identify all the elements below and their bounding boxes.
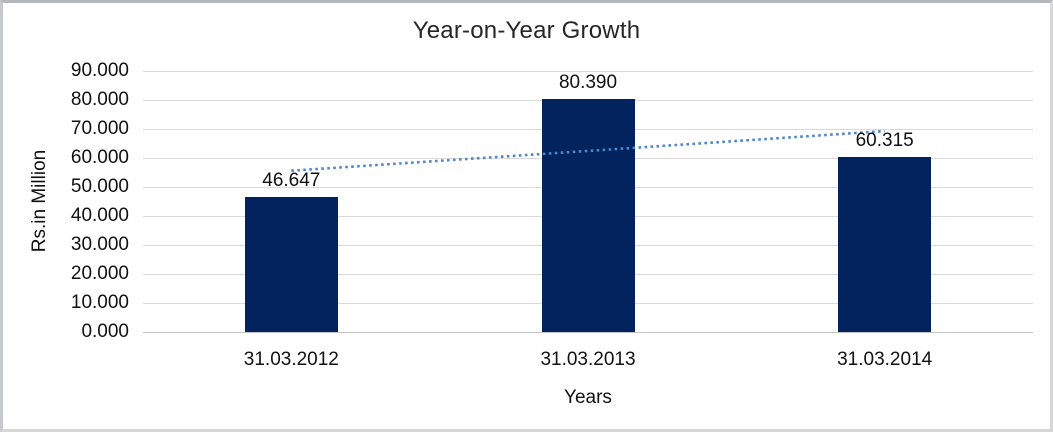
- y-tick-label: 10.000: [70, 292, 129, 313]
- y-tick-label: 0.000: [81, 321, 129, 342]
- x-category-label: 31.03.2014: [837, 349, 933, 370]
- bar-value-label: 80.390: [558, 71, 618, 93]
- y-tick-label: 60.000: [70, 147, 129, 168]
- bar-value-label: 60.315: [855, 130, 914, 152]
- x-axis-title: Years: [564, 387, 612, 408]
- bar: [838, 157, 932, 332]
- x-axis-line: [143, 332, 1033, 333]
- bar-value-label: 46.647: [262, 169, 321, 191]
- y-tick-label: 30.000: [70, 234, 129, 255]
- chart-title: Year-on-Year Growth: [412, 17, 641, 44]
- y-tick-label: 90.000: [70, 60, 129, 81]
- x-category-label: 31.03.2013: [540, 349, 636, 370]
- bar: [541, 98, 635, 332]
- y-tick-label: 80.000: [70, 89, 129, 110]
- gridline: [143, 71, 1033, 72]
- y-tick-label: 40.000: [70, 205, 129, 226]
- y-tick-label: 20.000: [70, 263, 129, 284]
- x-category-label: 31.03.2012: [243, 349, 339, 370]
- y-tick-label: 50.000: [70, 176, 129, 197]
- bar: [244, 196, 338, 332]
- y-tick-label: 70.000: [70, 118, 129, 139]
